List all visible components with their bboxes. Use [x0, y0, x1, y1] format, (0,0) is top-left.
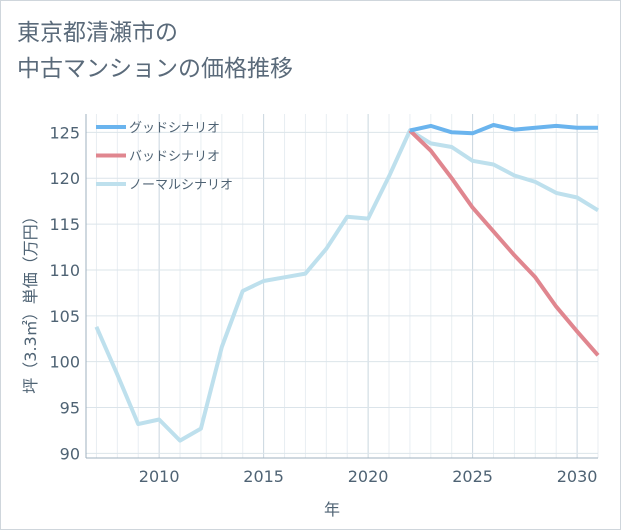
x-axis-label: 年: [324, 500, 340, 519]
y-tick-label: 100: [49, 353, 80, 372]
y-tick-label: 120: [49, 169, 80, 188]
x-tick-label: 2015: [243, 467, 284, 486]
y-tick-label: 95: [60, 399, 80, 418]
y-tick-label: 105: [49, 307, 80, 326]
legend-label: グッドシナリオ: [129, 121, 220, 136]
x-tick-label: 2030: [557, 467, 598, 486]
y-tick-label: 110: [49, 261, 80, 280]
series-lines: [94, 123, 600, 443]
series-line-1: [408, 129, 600, 357]
y-axis-label: 坪（3.3㎡）単価（万円）: [21, 208, 40, 393]
x-tick-label: 2025: [452, 467, 493, 486]
x-tick-label: 2010: [139, 467, 180, 486]
x-tick-label: 2020: [348, 467, 389, 486]
series-line-2: [94, 128, 600, 443]
legend-label: バッドシナリオ: [129, 150, 220, 165]
grid: [85, 114, 599, 459]
series-line-0: [409, 123, 598, 136]
y-axis-ticks: 90 95 100 105 110 115 120 125: [49, 123, 80, 463]
legend-label: ノーマルシナリオ: [129, 178, 233, 193]
y-tick-label: 115: [49, 215, 80, 234]
y-tick-label: 90: [60, 444, 80, 463]
x-axis-ticks: 2010 2015 2020 2025 2030: [139, 467, 598, 486]
y-tick-label: 125: [49, 123, 80, 142]
chart-title: 東京都清瀬市の 中古マンションの価格推移: [17, 20, 293, 82]
